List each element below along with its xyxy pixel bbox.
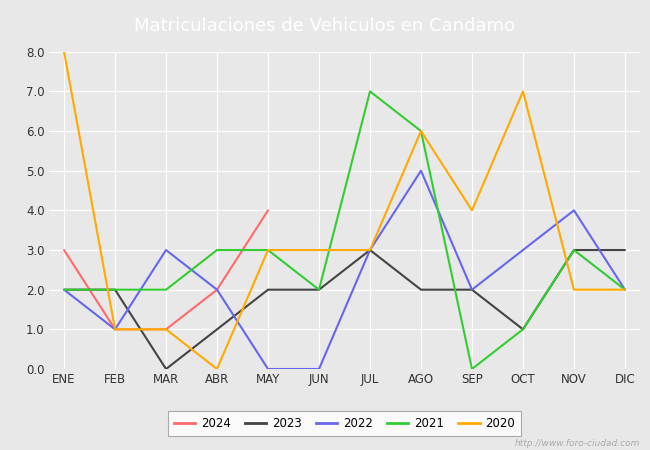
Legend: 2024, 2023, 2022, 2021, 2020: 2024, 2023, 2022, 2021, 2020 [168, 411, 521, 436]
Text: Matriculaciones de Vehiculos en Candamo: Matriculaciones de Vehiculos en Candamo [135, 17, 515, 35]
Text: http://www.foro-ciudad.com: http://www.foro-ciudad.com [515, 439, 640, 448]
